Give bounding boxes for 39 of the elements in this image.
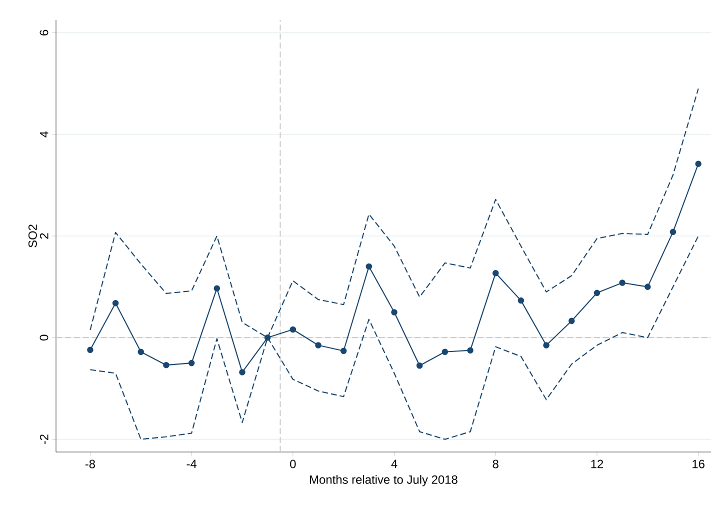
point [340, 348, 347, 354]
point [239, 369, 246, 376]
point [87, 346, 94, 353]
x-tick-label: 8 [492, 460, 498, 468]
point [366, 263, 372, 270]
point [670, 228, 676, 236]
y-tick-label: 2 [40, 233, 48, 239]
point [695, 160, 702, 167]
x-tick-label: -8 [85, 460, 95, 468]
x-tick-label: 0 [290, 460, 296, 468]
point [442, 348, 448, 356]
y-tick-label: -2 [40, 434, 48, 444]
point [315, 342, 322, 348]
point [416, 362, 423, 369]
x-axis-title: Months relative to July 2018 [310, 475, 458, 486]
point [391, 309, 398, 316]
x-tick-label: 12 [591, 460, 604, 468]
y-axis-title: SO2 [28, 224, 37, 248]
point [543, 342, 550, 348]
x-tick-label: 4 [391, 460, 398, 468]
point [568, 318, 575, 324]
point [467, 347, 474, 354]
point [163, 362, 170, 368]
point [594, 290, 600, 296]
point [188, 360, 195, 366]
point [492, 270, 499, 276]
point [290, 326, 296, 333]
point [112, 300, 119, 306]
y-tick-label: 0 [40, 334, 48, 341]
point [138, 348, 144, 356]
point [518, 297, 524, 304]
y-tick-label: 4 [40, 131, 48, 138]
point [264, 334, 271, 341]
point [214, 285, 220, 292]
y-tick-label: 6 [40, 30, 48, 36]
x-tick-label: -4 [186, 460, 197, 468]
point [619, 280, 626, 286]
point [644, 284, 651, 290]
x-tick-label: 16 [692, 460, 704, 468]
